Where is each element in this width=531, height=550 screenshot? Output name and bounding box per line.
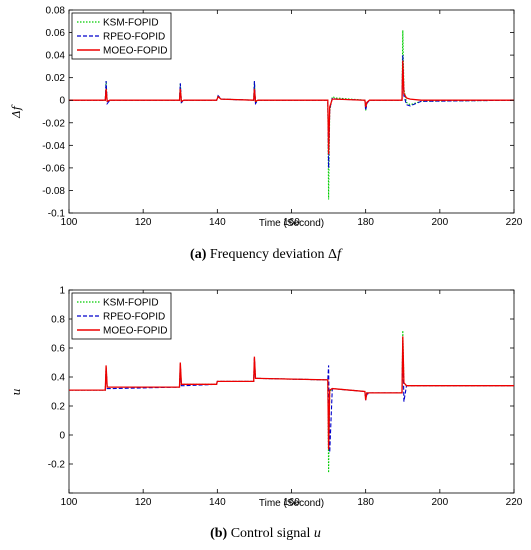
legend-label-a-moeo-fopid: MOEO-FOPID <box>103 46 167 57</box>
legend-label-b-ksm-fopid: KSM-FOPID <box>103 298 159 309</box>
x-axis-label-a: Time (Second) <box>259 218 324 229</box>
y-tick-label-a: 0.02 <box>46 73 66 84</box>
x-tick-label-a: 220 <box>506 217 523 228</box>
legend-label-b-rpeo-fopid: RPEO-FOPID <box>103 312 165 323</box>
x-tick-label-b: 100 <box>61 497 78 508</box>
caption-a-var: f <box>337 247 341 262</box>
caption-a: (a) Frequency deviation Δf <box>0 247 531 263</box>
x-tick-label-b: 200 <box>431 497 448 508</box>
y-tick-label-b: 0.8 <box>51 315 65 326</box>
y-tick-label-a: 0.04 <box>46 51 66 62</box>
caption-b: (b) Control signal u <box>0 526 531 542</box>
x-tick-label-b: 120 <box>135 497 152 508</box>
legend-label-a-ksm-fopid: KSM-FOPID <box>103 18 159 29</box>
x-axis-label-b: Time (Second) <box>259 498 324 509</box>
legend-a: KSM-FOPID RPEO-FOPID MOEO-FOPID <box>71 12 172 60</box>
x-tick-label-a: 120 <box>135 217 152 228</box>
x-tick-label-b: 160 <box>283 497 300 508</box>
y-tick-label-b: 0.6 <box>51 344 65 355</box>
x-tick-label-a: 160 <box>283 217 300 228</box>
y-tick-label-a: 0.08 <box>46 6 66 17</box>
y-tick-label-a: -0.04 <box>42 141 65 152</box>
legend-box-b <box>71 292 172 340</box>
x-tick-label-b: 140 <box>209 497 226 508</box>
series-line-a-moeo-fopid <box>69 60 514 155</box>
legend-label-a-rpeo-fopid: RPEO-FOPID <box>103 32 165 43</box>
x-tick-label-a: 100 <box>61 217 78 228</box>
chart-a: 100 120 140 160 180 200 220 -0.1 -0.08 -0.06 -0.04… <box>10 6 523 230</box>
caption-b-text: Control signal <box>230 526 314 541</box>
y-tick-label-a: -0.1 <box>48 209 66 220</box>
y-axis-label-a: Δf <box>10 104 23 119</box>
chart-b: 100 120 140 160 180 200 220 -0.2 0 0.2 0.4 0.6 0.8 1 T… <box>10 286 523 510</box>
x-tick-label-a: 200 <box>431 217 448 228</box>
y-tick-label-b: 0.4 <box>51 373 65 384</box>
x-tick-label-b: 180 <box>357 497 374 508</box>
legend-box-a <box>71 12 172 60</box>
y-axis-label-b: u <box>10 388 23 395</box>
y-tick-label-a: -0.06 <box>42 163 65 174</box>
series-line-b-moeo-fopid <box>69 336 514 450</box>
x-tick-label-b: 220 <box>506 497 523 508</box>
y-tick-label-a: 0 <box>59 96 65 107</box>
x-tick-label-a: 180 <box>357 217 374 228</box>
caption-b-tag: (b) <box>210 526 228 541</box>
caption-a-text: Frequency deviation Δ <box>209 247 338 262</box>
caption-a-tag: (a) <box>190 247 207 262</box>
y-tick-label-b: -0.2 <box>48 460 66 471</box>
legend-b: KSM-FOPID RPEO-FOPID MOEO-FOPID <box>71 292 172 340</box>
y-tick-label-a: -0.02 <box>42 118 65 129</box>
y-tick-label-b: 0 <box>59 431 65 442</box>
y-tick-label-a: -0.08 <box>42 186 65 197</box>
x-tick-label-a: 140 <box>209 217 226 228</box>
caption-b-var: u <box>313 526 321 541</box>
y-tick-label-b: 1 <box>59 286 65 297</box>
y-tick-label-a: 0.06 <box>46 28 66 39</box>
y-tick-label-b: 0.2 <box>51 402 65 413</box>
legend-label-b-moeo-fopid: MOEO-FOPID <box>103 326 167 337</box>
